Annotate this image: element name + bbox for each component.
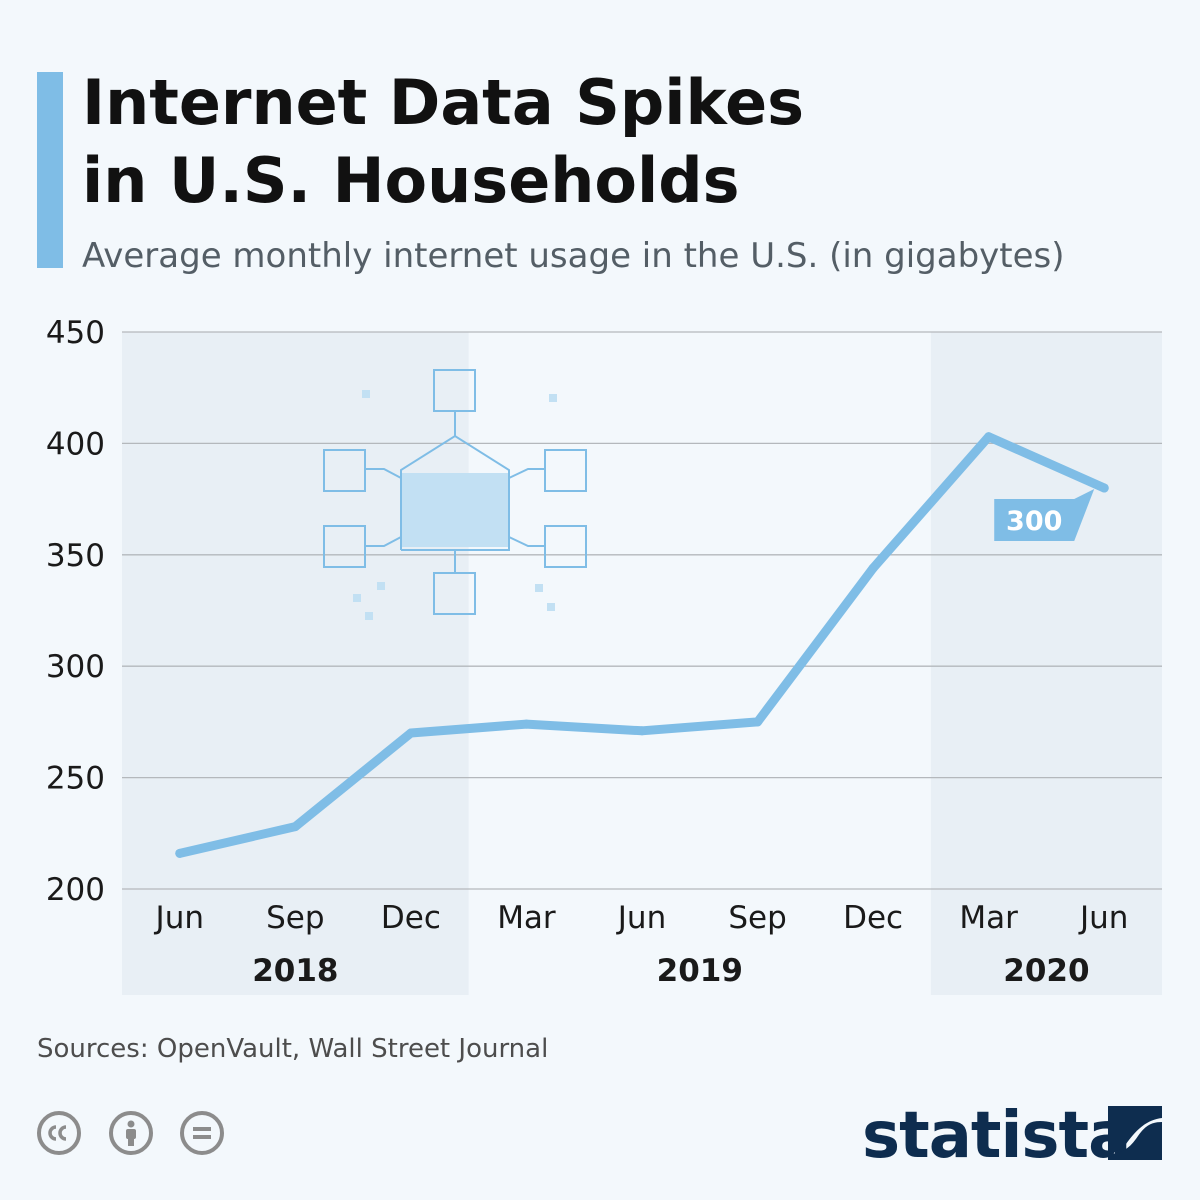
x-axis: Jun Sep Dec Mar Jun Sep Dec Mar Jun [154,900,1129,936]
network-diagram-icon [323,369,587,620]
data-point [290,822,300,832]
annotation-label: 300 [1006,506,1062,537]
source-note: Sources: OpenVault, Wall Street Journal [37,1034,549,1064]
x-tick-label: Sep [728,900,786,936]
data-point [868,563,878,573]
chart-subtitle: Average monthly internet usage in the U.… [82,236,1065,276]
x-tick-label: Dec [843,900,903,936]
title-accent-bar [37,72,63,268]
year-label: 2018 [252,953,338,989]
y-tick-label: 400 [46,426,105,462]
year-labels: 2018 2019 2020 [252,953,1089,989]
x-tick-label: Sep [266,900,324,936]
chart-title: Internet Data Spikes in U.S. Households [82,64,1162,220]
y-tick-label: 300 [46,649,105,685]
data-point [984,432,994,442]
data-point [1099,483,1109,493]
no-derivatives-equals-icon[interactable] [180,1111,224,1155]
year-label: 2019 [657,953,743,989]
y-tick-label: 200 [46,872,105,908]
data-point [175,848,185,858]
year-bands [122,332,1162,995]
x-tick-label: Dec [381,900,441,936]
year-band-2020 [930,332,1162,995]
y-tick-label: 350 [46,538,105,574]
y-tick-label: 450 [46,315,105,351]
x-tick-label: Jun [616,900,666,936]
grid-lines [122,331,1162,890]
statista-logo-icon[interactable] [1106,1104,1164,1162]
creative-commons-icon[interactable] [37,1111,81,1155]
x-tick-label: Mar [497,900,556,936]
y-tick-label: 250 [46,761,105,797]
y-axis: 200 250 300 350 400 450 [46,315,105,908]
title-line-2: in U.S. Households [82,144,740,217]
title-line-1: Internet Data Spikes [82,66,805,139]
line-chart: 200 250 300 350 400 450 Jun Sep Dec Mar Jun Sep Dec… [46,315,1162,995]
data-point [406,728,416,738]
data-point [753,717,763,727]
x-tick-label: Jun [154,900,204,936]
series-layer [175,432,1109,858]
brand-wordmark[interactable]: statista [862,1099,1131,1173]
x-tick-label: Mar [959,900,1018,936]
attribution-person-icon[interactable] [109,1111,153,1155]
data-point [521,719,531,729]
year-label: 2020 [1003,953,1089,989]
data-point [637,726,647,736]
x-tick-label: Jun [1078,900,1128,936]
value-annotation: 300 [994,489,1095,541]
year-band-2018 [122,332,469,995]
annotation-flag [994,489,1095,541]
